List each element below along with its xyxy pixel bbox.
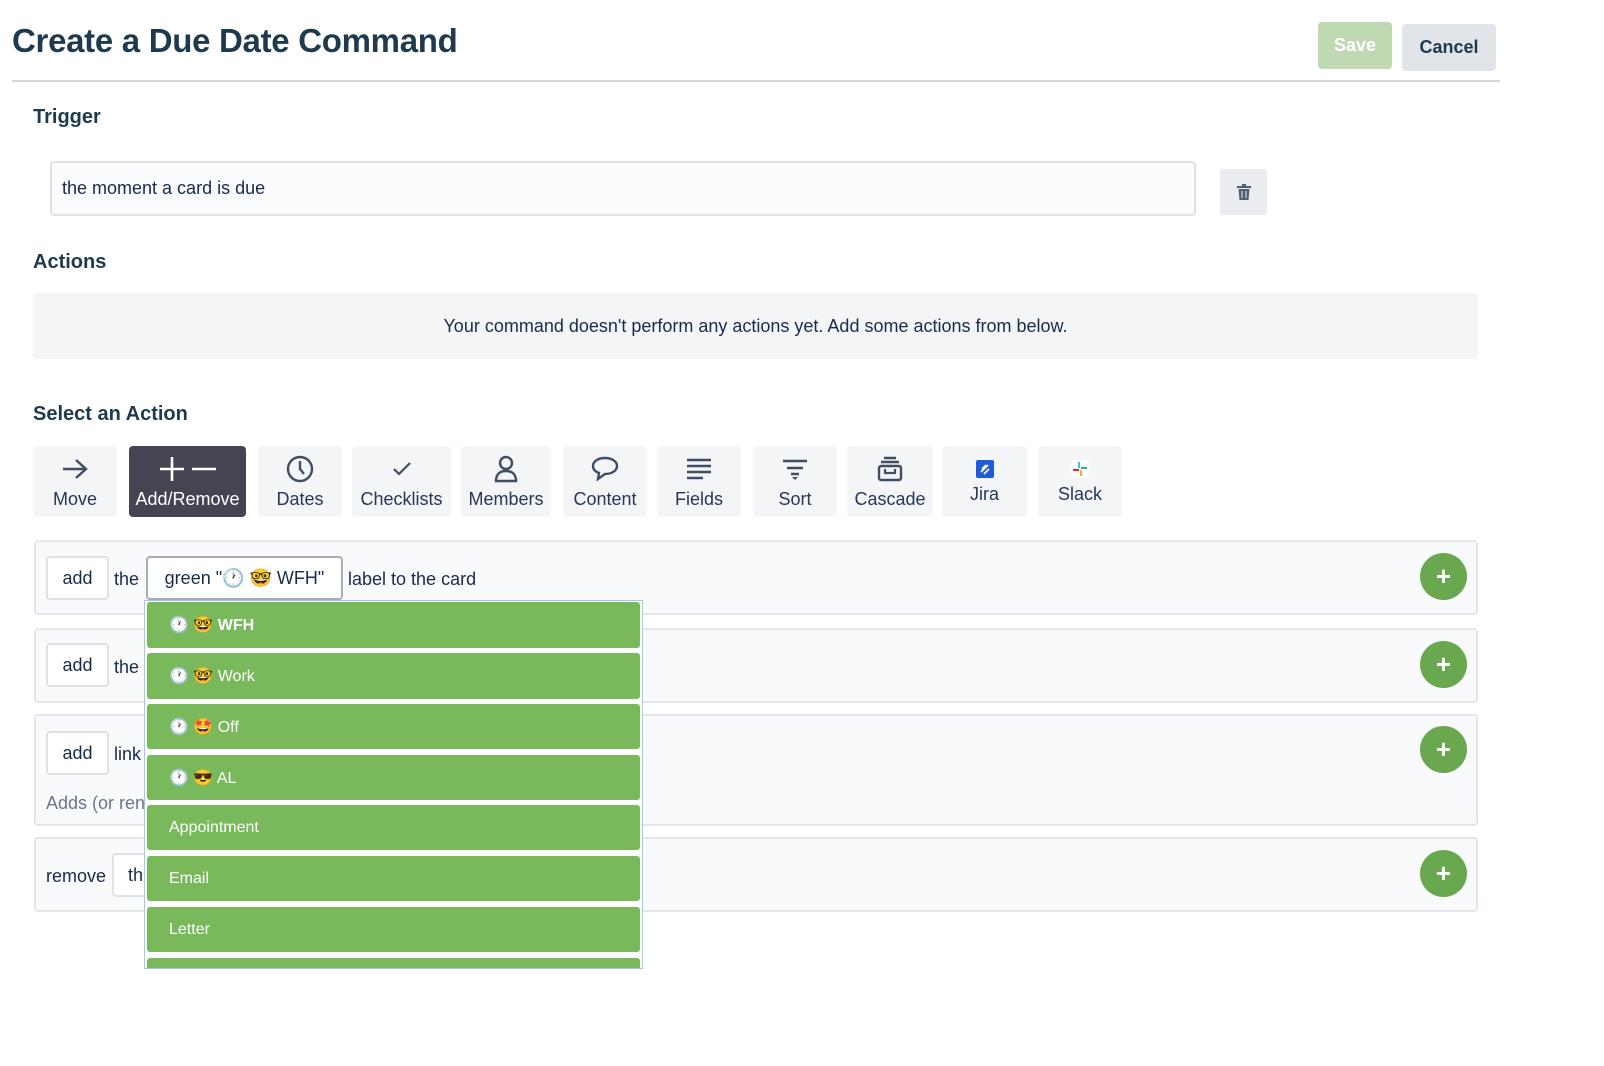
plus-icon: + <box>1435 561 1452 591</box>
label-option[interactable]: 🕐 🤩 Off <box>147 704 640 749</box>
action-category-members[interactable]: Members <box>461 446 551 517</box>
action-category-label: Sort <box>778 489 812 509</box>
action-category-label: Cascade <box>854 489 926 509</box>
action-category-add-remove[interactable]: Add/Remove <box>129 446 246 517</box>
add-action-button[interactable]: + <box>1420 641 1467 688</box>
label-dropdown: 🕐 🤓 WFH 🕐 🤓 Work 🕐 🤩 Off 🕐 😎 AL Appointm… <box>144 600 643 969</box>
action-category-label: Checklists <box>360 489 443 509</box>
action-category-jira[interactable]: Jira <box>942 446 1027 517</box>
filter-icon <box>783 459 807 480</box>
label-option[interactable]: Letter <box>147 907 640 952</box>
check-icon <box>392 462 411 476</box>
jira-logo-icon <box>975 460 994 478</box>
row-description: Adds (or ren <box>46 793 146 813</box>
header-divider <box>12 80 1500 82</box>
page-title: Create a Due Date Command <box>12 22 458 59</box>
label-option[interactable] <box>147 958 640 968</box>
actions-empty-state: Your command doesn't perform any actions… <box>33 293 1478 359</box>
plus-icon: + <box>1435 858 1452 888</box>
select-action-heading: Select an Action <box>33 403 188 425</box>
action-category-label: Add/Remove <box>135 489 240 509</box>
speech-bubble-icon <box>591 456 619 482</box>
action-row-add-label: add the green "🕐 🤓 WFH" label to the car… <box>34 540 1478 615</box>
label-option[interactable]: Appointment <box>147 805 640 850</box>
label-select[interactable]: green "🕐 🤓 WFH" <box>146 556 343 600</box>
action-category-label: Slack <box>1057 484 1102 504</box>
delete-trigger-button[interactable] <box>1220 169 1267 215</box>
action-category-checklists[interactable]: Checklists <box>352 446 451 517</box>
verb-select[interactable]: add <box>46 643 109 687</box>
trigger-heading: Trigger <box>33 106 101 128</box>
plus-minus-icon <box>159 457 216 481</box>
row-text: link <box>114 744 142 764</box>
verb-select[interactable]: add <box>46 556 109 600</box>
row-text: the <box>114 569 140 589</box>
row-text: remove <box>46 866 107 886</box>
action-category-dates[interactable]: Dates <box>258 446 342 517</box>
trash-icon <box>1236 184 1251 200</box>
action-category-content[interactable]: Content <box>563 446 647 517</box>
plus-icon: + <box>1435 649 1452 679</box>
verb-select[interactable]: add <box>46 731 109 775</box>
action-category-label: Dates <box>276 489 324 509</box>
action-category-fields[interactable]: Fields <box>657 446 741 517</box>
label-option[interactable]: 🕐 🤓 Work <box>147 653 640 699</box>
add-action-button[interactable]: + <box>1420 850 1467 897</box>
action-category-label: Jira <box>969 484 999 504</box>
add-action-button[interactable]: + <box>1420 553 1467 600</box>
label-option[interactable]: 🕐 🤓 WFH <box>147 602 640 648</box>
plus-icon: + <box>1435 734 1452 764</box>
add-action-button[interactable]: + <box>1420 726 1467 773</box>
trigger-field[interactable]: the moment a card is due <box>50 161 1196 216</box>
action-category-sort[interactable]: Sort <box>753 446 837 517</box>
action-category-label: Move <box>52 489 97 509</box>
lines-icon <box>687 458 711 480</box>
person-icon <box>494 455 518 483</box>
cancel-button[interactable]: Cancel <box>1402 24 1496 71</box>
action-category-move[interactable]: Move <box>33 446 117 517</box>
row-text: the <box>114 657 140 677</box>
action-category-slack[interactable]: Slack <box>1038 446 1122 517</box>
action-category-label: Members <box>468 489 544 509</box>
arrow-right-icon <box>63 459 88 479</box>
action-category-label: Content <box>573 489 637 509</box>
actions-heading: Actions <box>33 251 107 273</box>
action-category-cascade[interactable]: Cascade <box>847 446 933 517</box>
action-category-label: Fields <box>674 489 723 509</box>
row-text: label to the card <box>348 569 477 589</box>
label-option[interactable]: 🕐 😎 AL <box>147 755 640 800</box>
clock-icon <box>286 455 314 483</box>
slack-logo-icon <box>1071 460 1089 478</box>
save-button[interactable]: Save <box>1318 22 1392 69</box>
archive-icon <box>877 456 903 482</box>
label-option[interactable]: Email <box>147 856 640 901</box>
